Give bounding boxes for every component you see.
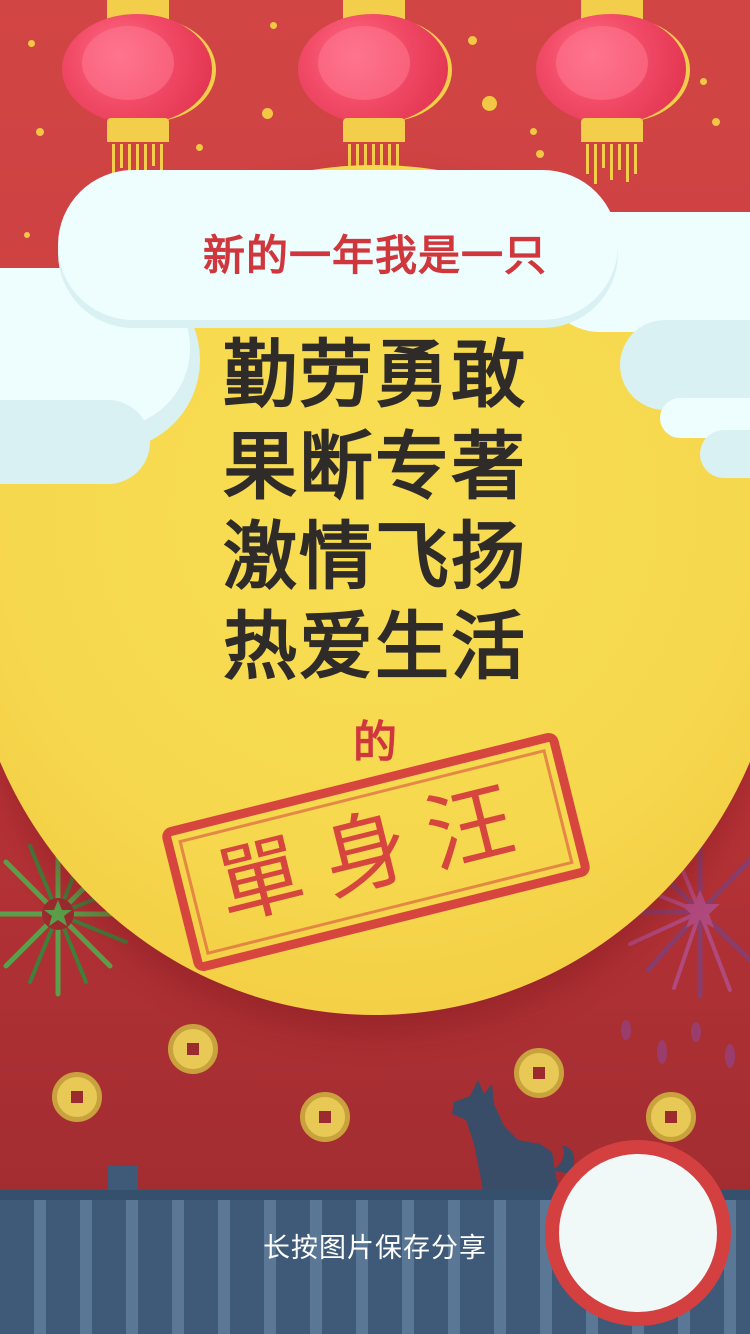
coin-hole xyxy=(71,1091,83,1103)
roof-edge xyxy=(0,1190,750,1200)
verse-line-2: 果断专著 xyxy=(223,424,527,510)
lantern-cap xyxy=(343,118,405,142)
confetti-dot xyxy=(482,96,497,111)
verse-line-1: 勤劳勇敢 xyxy=(223,332,527,418)
lantern-shine xyxy=(556,26,648,100)
coin-icon xyxy=(300,1092,350,1142)
coin-hole xyxy=(319,1111,331,1123)
verse-line-4: 热爱生活 xyxy=(223,604,527,690)
lantern-tassel xyxy=(348,144,351,182)
lantern-tassel xyxy=(396,144,399,180)
share-hint-text: 长按图片保存分享 xyxy=(263,1233,487,1264)
lantern-tassel xyxy=(356,144,359,170)
confetti-dot xyxy=(700,78,707,85)
coin-hole xyxy=(665,1111,677,1123)
cloud-icon xyxy=(620,320,750,410)
confetti-dot xyxy=(530,128,537,135)
lantern-icon xyxy=(296,0,466,190)
confetti-dot xyxy=(712,118,720,126)
qr-code-placeholder[interactable] xyxy=(545,1140,731,1326)
lantern-tassel xyxy=(160,144,163,182)
lantern-tassel xyxy=(372,144,375,166)
coin-icon xyxy=(514,1048,564,1098)
coin-hole xyxy=(533,1067,545,1079)
confetti-dot xyxy=(468,36,477,45)
confetti-dot xyxy=(262,108,273,119)
lantern-tassel xyxy=(112,144,115,178)
dog-silhouette-icon xyxy=(452,1080,575,1198)
confetti-dot xyxy=(536,150,544,158)
lantern-tassel xyxy=(380,144,383,184)
lantern-tassel xyxy=(388,144,391,172)
coin-hole xyxy=(187,1043,199,1055)
firework-icon xyxy=(617,829,750,1068)
cloud-icon xyxy=(700,430,750,478)
lantern-tassel xyxy=(634,144,637,174)
lantern-tassel xyxy=(152,144,155,166)
headline-cloud xyxy=(58,170,618,320)
lantern-tassel xyxy=(364,144,367,178)
lantern-shine xyxy=(318,26,410,100)
connector-text: 的 xyxy=(353,717,397,768)
lantern-tassel xyxy=(610,144,613,180)
lantern-icon xyxy=(60,0,230,190)
confetti-dot xyxy=(28,40,35,47)
lantern-tassel xyxy=(618,144,621,170)
confetti-dot xyxy=(270,22,277,29)
lantern-tassel xyxy=(602,144,605,168)
coin-icon xyxy=(168,1024,218,1074)
lantern-tassel xyxy=(136,144,139,172)
coin-icon xyxy=(52,1072,102,1122)
headline-text: 新的一年我是一只 xyxy=(202,231,547,280)
lantern-cap xyxy=(107,118,169,142)
confetti-dot xyxy=(36,128,44,136)
lantern-tassel xyxy=(586,144,589,174)
lantern-cap xyxy=(581,118,643,142)
lantern-icon xyxy=(534,0,704,190)
lantern-tassel xyxy=(128,144,131,184)
verse-line-3: 激情飞扬 xyxy=(223,514,527,600)
confetti-dot xyxy=(196,144,203,151)
lantern-tassel xyxy=(626,144,629,182)
lantern-tassel xyxy=(594,144,597,184)
lantern-tassel xyxy=(144,144,147,180)
cloud-icon xyxy=(0,400,150,484)
lantern-tassel xyxy=(120,144,123,168)
lantern-shine xyxy=(82,26,174,100)
coin-icon xyxy=(646,1092,696,1142)
confetti-dot xyxy=(24,232,30,238)
